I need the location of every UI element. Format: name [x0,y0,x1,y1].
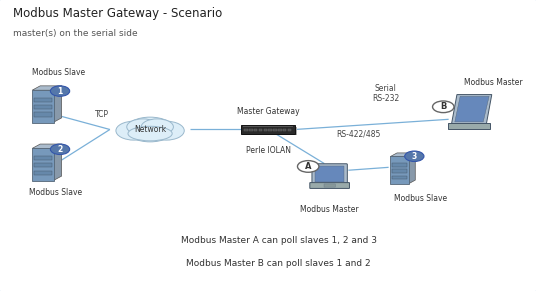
Text: A: A [305,162,311,171]
Circle shape [405,151,424,162]
Polygon shape [408,153,415,184]
FancyBboxPatch shape [264,129,267,131]
FancyBboxPatch shape [391,163,407,166]
Text: Modbus Master B can poll slaves 1 and 2: Modbus Master B can poll slaves 1 and 2 [187,259,371,268]
FancyBboxPatch shape [244,129,248,131]
FancyBboxPatch shape [254,129,257,131]
Polygon shape [54,86,62,122]
FancyBboxPatch shape [448,123,489,129]
FancyBboxPatch shape [33,163,53,167]
Text: B: B [440,102,446,111]
Ellipse shape [116,121,152,140]
Text: Modbus Master Gateway - Scenario: Modbus Master Gateway - Scenario [13,7,222,20]
Polygon shape [54,144,62,180]
Circle shape [297,161,319,172]
FancyBboxPatch shape [269,129,272,131]
Circle shape [50,86,70,96]
FancyBboxPatch shape [249,129,252,131]
Text: Modbus Master A can poll slaves 1, 2 and 3: Modbus Master A can poll slaves 1, 2 and… [181,236,377,244]
FancyBboxPatch shape [278,129,281,131]
FancyBboxPatch shape [288,129,291,131]
Text: 1: 1 [57,87,63,95]
Ellipse shape [142,119,174,135]
Circle shape [433,101,454,113]
Text: Master Gateway: Master Gateway [237,107,299,116]
Text: RS-422/485: RS-422/485 [336,130,380,139]
Text: Serial: Serial [375,84,397,93]
Polygon shape [32,144,62,148]
Ellipse shape [126,119,159,135]
FancyBboxPatch shape [33,105,53,109]
FancyBboxPatch shape [242,127,297,135]
FancyBboxPatch shape [283,129,286,131]
Text: Modbus Slave: Modbus Slave [32,68,85,77]
Ellipse shape [128,126,172,141]
FancyBboxPatch shape [259,129,262,131]
Text: master(s) on the serial side: master(s) on the serial side [13,29,138,38]
FancyBboxPatch shape [33,98,53,102]
FancyBboxPatch shape [33,171,53,175]
FancyBboxPatch shape [391,175,407,179]
Text: Modbus Master: Modbus Master [300,205,359,214]
Ellipse shape [148,121,184,140]
Polygon shape [451,95,492,124]
FancyBboxPatch shape [243,126,293,127]
FancyBboxPatch shape [310,183,349,189]
FancyBboxPatch shape [32,148,54,181]
FancyBboxPatch shape [324,184,336,187]
Polygon shape [390,153,415,157]
Polygon shape [455,96,489,122]
FancyBboxPatch shape [241,125,295,134]
Text: Perle IOLAN: Perle IOLAN [245,146,291,155]
FancyBboxPatch shape [315,166,344,182]
Text: RS-232: RS-232 [373,95,399,103]
FancyBboxPatch shape [33,156,53,160]
Text: Modbus Slave: Modbus Slave [394,194,447,203]
FancyBboxPatch shape [273,129,277,131]
Polygon shape [32,86,62,90]
FancyBboxPatch shape [391,169,407,173]
Text: Modbus Slave: Modbus Slave [29,188,83,197]
FancyBboxPatch shape [390,156,409,184]
Text: TCP: TCP [95,110,109,119]
FancyBboxPatch shape [33,112,53,117]
Text: Modbus Master: Modbus Master [464,78,523,87]
Ellipse shape [126,117,174,142]
Circle shape [50,144,70,155]
Text: 2: 2 [57,145,63,154]
Text: Network: Network [134,125,166,134]
FancyBboxPatch shape [312,164,347,184]
Text: 3: 3 [412,152,417,161]
FancyBboxPatch shape [32,90,54,123]
